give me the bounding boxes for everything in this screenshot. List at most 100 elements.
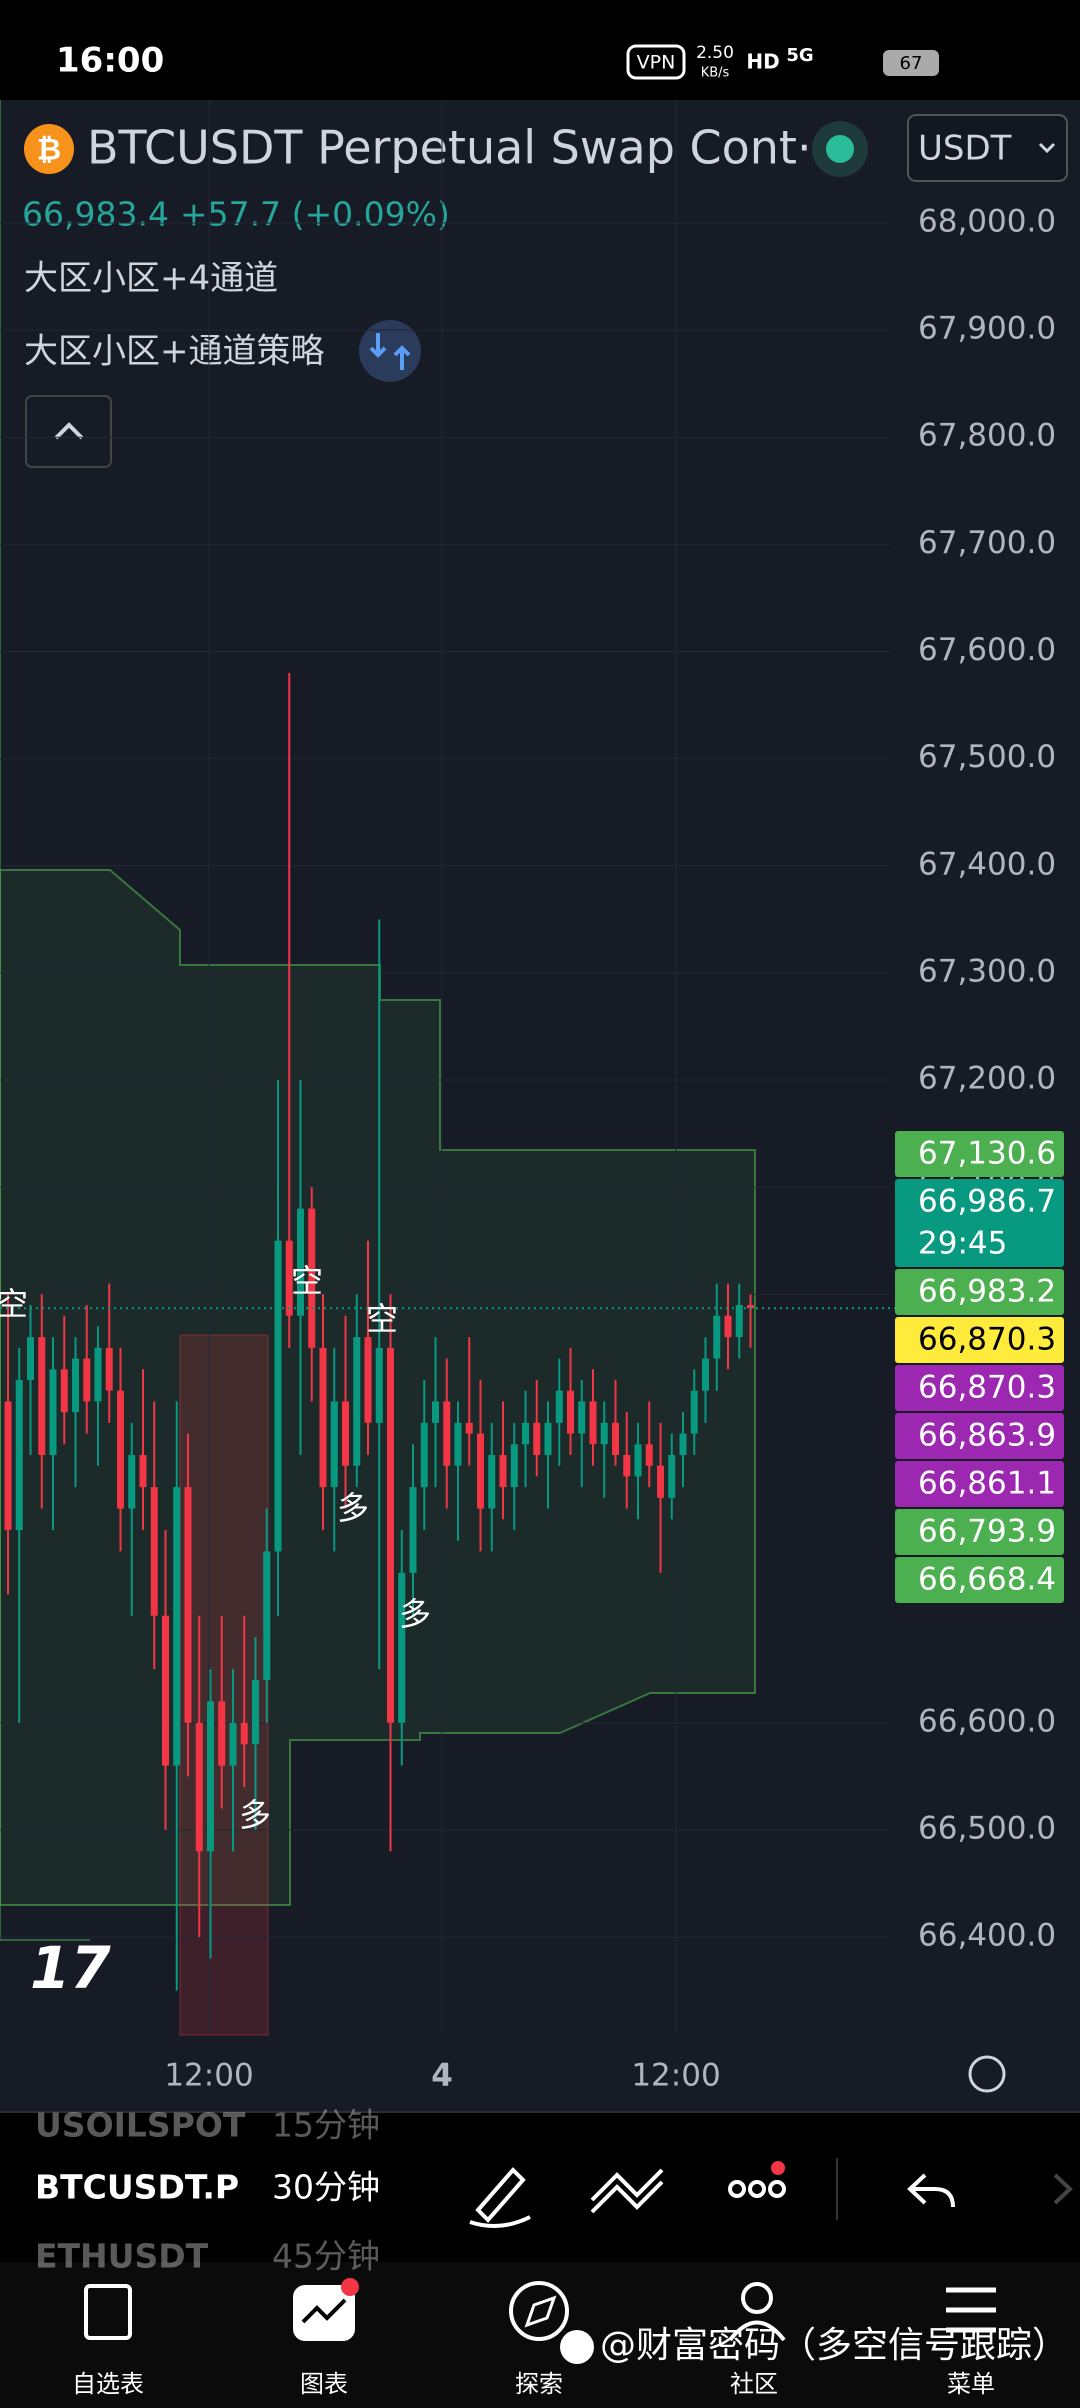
settings-icon[interactable]	[968, 2055, 1006, 2093]
x-tick-label: 12:00	[631, 2058, 720, 2094]
price-change: +57.7 (+0.09%)	[180, 195, 450, 234]
network: 5G	[786, 45, 813, 66]
symbol-item[interactable]: ETHUSDT	[35, 2237, 209, 2276]
price-tag	[895, 1317, 1064, 1363]
candle-body	[600, 1422, 608, 1445]
y-tick-label: 66,500.0	[918, 1810, 1056, 1846]
candle-body	[623, 1454, 631, 1477]
candle-body	[162, 1615, 169, 1766]
candle-body	[454, 1422, 462, 1466]
nav-label[interactable]: 社区	[730, 2370, 778, 2398]
candle-body	[128, 1454, 136, 1509]
indicator: 大区小区+4通道	[24, 259, 278, 299]
candle-body	[702, 1358, 709, 1391]
candle-body	[645, 1444, 653, 1466]
badge	[771, 2161, 785, 2175]
candle-body	[555, 1390, 563, 1423]
candle-body	[173, 1487, 181, 1766]
dropdown-arrow	[1038, 142, 1056, 154]
watermark: @财富密码（多空信号跟踪）	[600, 2325, 1068, 2366]
candle-body	[49, 1369, 57, 1455]
undo-icon[interactable]	[907, 2173, 955, 2208]
redo-icon[interactable]	[1053, 2173, 1073, 2205]
candle-body	[612, 1422, 619, 1455]
net-speed-unit: KB/s	[701, 66, 730, 81]
nav-label[interactable]: 探索	[515, 2370, 563, 2398]
strategy-icon[interactable]	[359, 320, 421, 382]
currency: USDT	[918, 129, 1012, 169]
candle-body	[263, 1551, 271, 1680]
symbol-item[interactable]: USOILSPOT	[35, 2106, 246, 2145]
price-tag-text: 66,870.3	[918, 1370, 1056, 1406]
candle-body	[117, 1390, 124, 1509]
candle-body	[578, 1401, 586, 1434]
community-body	[728, 2320, 786, 2342]
hd: HD	[746, 50, 779, 74]
price-tag-text: 66,863.9	[918, 1418, 1056, 1454]
lines-icon[interactable]	[590, 2168, 664, 2214]
nav-bar	[0, 2262, 1080, 2408]
price-tag-text: 66,870.3	[918, 1322, 1056, 1358]
price-tag	[895, 1131, 1064, 1177]
community-icon[interactable]	[741, 2282, 773, 2314]
y-tick-label: 67,600.0	[918, 632, 1056, 668]
nav-label[interactable]: 图表	[300, 2370, 348, 2398]
y-tick-label: 66,600.0	[918, 1703, 1056, 1739]
candle-body	[522, 1422, 529, 1445]
collapse-arrow	[54, 422, 84, 440]
candle-body	[443, 1401, 451, 1466]
candle-body	[465, 1422, 473, 1434]
candle-body	[38, 1337, 46, 1455]
menu-icon[interactable]	[946, 2287, 996, 2333]
candle-body	[308, 1208, 316, 1348]
candle-body	[364, 1337, 372, 1423]
signal-label: 空	[291, 1262, 323, 1300]
signal-label: 多	[399, 1595, 431, 1633]
watchlist-icon[interactable]	[84, 2284, 132, 2340]
nav-label[interactable]: 菜单	[947, 2370, 995, 2398]
outer-band	[0, 100, 90, 1941]
candle-body	[252, 1679, 259, 1745]
candle-body	[567, 1390, 574, 1434]
candle-body	[83, 1358, 91, 1402]
battery-level: 67	[900, 53, 923, 74]
candle-body	[634, 1444, 642, 1477]
x-tick-label: 4	[431, 2058, 453, 2094]
candle-body	[432, 1401, 439, 1423]
price-tag	[895, 1557, 1064, 1603]
compass	[524, 2295, 557, 2328]
y-tick-label: 67,500.0	[918, 739, 1056, 775]
y-tick-label: 67,700.0	[918, 525, 1056, 561]
toolbar	[0, 2114, 1080, 2260]
signal-label: 多	[337, 1489, 369, 1527]
interval-item[interactable]: 15分钟	[272, 2106, 380, 2145]
price-tag-text: 66,668.4	[918, 1562, 1056, 1598]
draw-icon[interactable]	[469, 2167, 531, 2228]
explore-icon[interactable]	[509, 2281, 569, 2341]
price-tag-text: 66,793.9	[918, 1514, 1056, 1550]
price-tag	[895, 1179, 1064, 1267]
nav-label[interactable]: 自选表	[72, 2370, 144, 2398]
interval-item[interactable]: 30分钟	[272, 2168, 380, 2207]
candle-body	[409, 1487, 417, 1573]
last-price: 66,983.4	[22, 195, 169, 234]
collapse-button[interactable]	[25, 395, 112, 468]
candle-body	[207, 1701, 214, 1852]
signal-label: 空	[366, 1300, 398, 1338]
candle-body	[139, 1454, 147, 1488]
price-tag-countdown: 29:45	[918, 1226, 1007, 1262]
chart-background	[0, 100, 1080, 2112]
interval-item[interactable]: 45分钟	[272, 2237, 380, 2276]
candle-body	[398, 1572, 406, 1723]
symbol-item[interactable]: BTCUSDT.P	[35, 2168, 239, 2207]
price-tag	[895, 1509, 1064, 1555]
currency-select[interactable]	[907, 114, 1068, 182]
candle-body	[735, 1305, 743, 1338]
candle-body	[477, 1433, 484, 1509]
candle-body	[668, 1454, 676, 1498]
candle-body	[274, 1240, 282, 1552]
more-icon[interactable]	[728, 2180, 786, 2198]
